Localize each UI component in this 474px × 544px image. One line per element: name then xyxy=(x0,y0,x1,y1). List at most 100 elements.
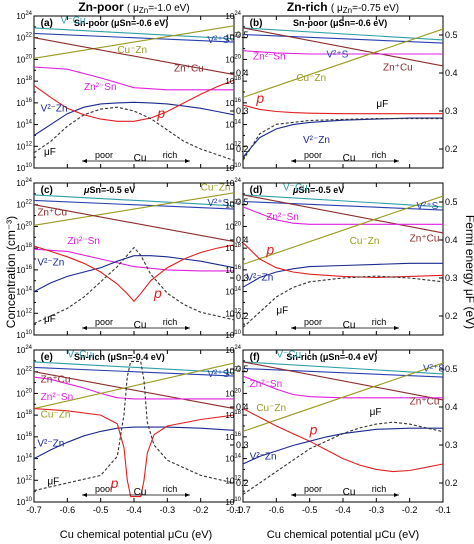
poor-label: poor xyxy=(304,150,322,160)
y-tick-label: 1024 xyxy=(225,178,241,188)
series-label: p xyxy=(110,475,119,491)
chart-panel: 1010 1012 1014 1016 1018 1020 1022 1024 0.2 0.3 0.… xyxy=(225,11,457,173)
series-line xyxy=(243,367,443,378)
y-tick-label: 1024 xyxy=(16,345,32,355)
y-tick-label: 1024 xyxy=(16,11,32,21)
series-line xyxy=(34,37,234,76)
series-line xyxy=(34,32,234,43)
cu-label: Cu xyxy=(343,153,356,164)
y-tick-label: 1016 xyxy=(225,432,241,442)
series-line xyxy=(34,199,234,210)
x-tick-label: -0.5 xyxy=(302,505,318,515)
series-label: Sn-rich (μSn=-0.4 eV) xyxy=(74,352,165,362)
x-tick-label: -0.3 xyxy=(160,505,176,515)
series-label: Cu⁻Zn xyxy=(296,73,326,84)
series-label: p xyxy=(265,242,274,258)
series-label: Zn⁺Cu xyxy=(41,375,71,386)
x-tick-label: -0.1 xyxy=(435,505,451,515)
series-line xyxy=(34,408,234,498)
x-label-left: Cu chemical potential μCu (eV) xyxy=(60,529,212,541)
series-label: V²⁺S xyxy=(423,364,445,375)
series-label: V²⁻Zn xyxy=(37,439,64,450)
series-line xyxy=(243,200,443,211)
series-line xyxy=(243,361,443,375)
series-line xyxy=(34,66,234,91)
series-label: (f) xyxy=(250,352,260,363)
series-label: μF xyxy=(44,147,56,158)
y-tick-label: 1022 xyxy=(225,33,241,43)
series-label: V⁻Cu xyxy=(283,183,308,194)
series-label: (e) xyxy=(41,352,53,363)
poor-rich-arrow: poor Cu rich xyxy=(291,484,399,498)
series-line xyxy=(34,371,234,410)
y-tick-label: 1014 xyxy=(16,287,32,297)
y2-tick-label: 0.2 xyxy=(445,311,458,321)
y-tick-label: 1020 xyxy=(16,221,32,231)
series-label: Sn-poor (μSn=-0.6 eV) xyxy=(293,18,387,28)
chart-panels: 1010 1012 1014 1016 1018 1020 1022 1024 0.2 0.3 0.… xyxy=(16,11,457,515)
cu-label: Cu xyxy=(343,487,356,498)
series-label: V²⁺S xyxy=(326,49,348,60)
series-label: (a) xyxy=(41,18,53,29)
y2-tick-label: 0.3 xyxy=(445,106,458,116)
series-line xyxy=(34,79,234,122)
series-label: Zn²⁻Sn xyxy=(250,379,283,390)
series-label: V²⁺S xyxy=(207,35,229,46)
y-tick-label: 1010 xyxy=(16,497,32,507)
series-line xyxy=(34,376,234,400)
column-header: Zn-rich ( μZn=-0.75 eV) xyxy=(287,0,399,15)
series-label: Zn²⁻Sn xyxy=(67,236,100,247)
y-tick-label: 1016 xyxy=(225,98,241,108)
series-label: V⁻Cu xyxy=(67,350,92,361)
series-label: Cu⁻Zn xyxy=(41,409,71,420)
series-line xyxy=(34,106,234,161)
series-line xyxy=(34,194,234,207)
y-tick-label: 1020 xyxy=(16,54,32,64)
y-tick-label: 1012 xyxy=(225,308,241,318)
y2-tick-label: 0.4 xyxy=(445,68,458,78)
series-label: Zn²⁻Sn xyxy=(253,51,286,62)
series-label: Zn²⁻Sn xyxy=(41,392,74,403)
rich-label: rich xyxy=(163,150,178,160)
y-tick-label: 1016 xyxy=(16,432,32,442)
x-tick-label: -0.3 xyxy=(369,505,385,515)
y2-tick-label: 0.4 xyxy=(236,235,249,245)
y2-tick-label: 0.4 xyxy=(445,402,458,412)
column-headers: Zn-poor ( μZn=-1.0 eV) Zn-rich ( μZn=-0.7… xyxy=(78,0,399,15)
poor-label: poor xyxy=(304,484,322,494)
series-line xyxy=(243,275,443,328)
series-label: μF xyxy=(47,477,59,488)
y-tick-label: 1018 xyxy=(225,243,241,253)
chart-panel: 1010 1012 1014 1016 1018 1020 1022 1024 0.2 0.3 0.… xyxy=(225,178,457,340)
poor-label: poor xyxy=(95,150,113,160)
series-label: V²⁻Zn xyxy=(250,452,277,463)
y2-tick-label: 0.5 xyxy=(445,197,458,207)
y2-tick-label: 0.3 xyxy=(236,440,249,450)
y-tick-label: 1016 xyxy=(16,265,32,275)
poor-rich-arrow: poor Cu rich xyxy=(291,150,399,164)
series-label: p xyxy=(255,90,264,106)
series-label: μF xyxy=(370,407,382,418)
series-label: V⁻Cu xyxy=(61,16,86,27)
y2-tick-label: 0.4 xyxy=(445,235,458,245)
series-label: Cu⁻Zn xyxy=(256,403,286,414)
series-line xyxy=(243,206,443,225)
series-line xyxy=(34,192,234,226)
series-line xyxy=(243,362,443,432)
y2-tick-label: 0.2 xyxy=(236,478,249,488)
y-tick-label: 1022 xyxy=(225,367,241,377)
y-tick-label: 1014 xyxy=(16,120,32,130)
y-tick-label: 1020 xyxy=(16,388,32,398)
series-line xyxy=(243,118,443,161)
poor-rich-arrow: poor Cu rich xyxy=(82,150,190,164)
rich-label: rich xyxy=(372,150,387,160)
series-label: p xyxy=(309,422,318,438)
series-label: Sn-rich (μSn=-0.4 eV) xyxy=(286,352,377,362)
y-tick-label: 1010 xyxy=(225,330,241,340)
chart-panel: 1010 1012 1014 1016 1018 1020 1022 1024 0.2 0.3 0.… xyxy=(16,345,248,515)
series-label: V²⁻Zn xyxy=(303,135,330,146)
series-label: V²⁺S xyxy=(207,198,229,209)
y-tick-label: 1016 xyxy=(16,98,32,108)
y-tick-label: 1020 xyxy=(225,221,241,231)
